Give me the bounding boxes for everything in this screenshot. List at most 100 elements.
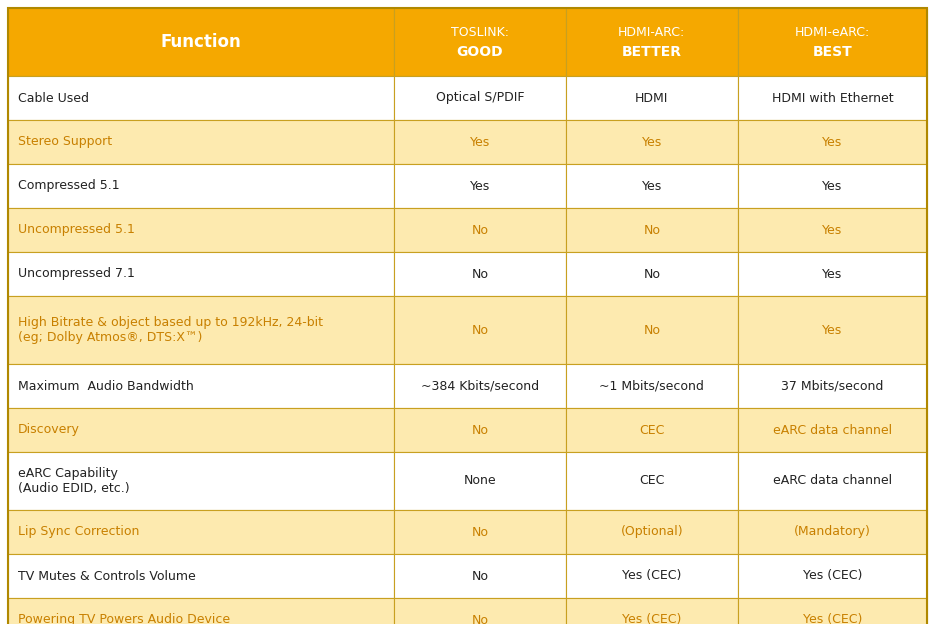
Bar [566,510,738,554]
Bar [566,120,738,164]
Text: CEC: CEC [639,474,665,487]
Text: Maximum  Audio Bandwidth: Maximum Audio Bandwidth [18,379,194,392]
Bar [8,164,394,208]
Bar [394,364,566,408]
Bar [738,120,927,164]
Text: CEC: CEC [639,424,665,437]
Bar [738,164,927,208]
Bar [394,8,566,76]
Text: No: No [471,424,488,437]
Bar [8,408,394,452]
Text: eARC data channel: eARC data channel [773,424,892,437]
Bar [8,554,394,598]
Text: TV Mutes & Controls Volume: TV Mutes & Controls Volume [18,570,195,582]
Bar [738,408,927,452]
Text: GOOD: GOOD [456,44,503,59]
Text: Yes: Yes [469,180,490,192]
Text: Uncompressed 7.1: Uncompressed 7.1 [18,268,135,281]
Bar [8,120,394,164]
Text: (Optional): (Optional) [621,525,683,539]
Text: BETTER: BETTER [622,44,682,59]
Bar [566,408,738,452]
Bar [394,296,566,364]
Text: No: No [471,268,488,281]
Bar [566,76,738,120]
Text: No: No [471,613,488,624]
Bar [738,554,927,598]
Bar [738,8,927,76]
Bar [8,452,394,510]
Bar [566,8,738,76]
Bar [738,208,927,252]
Text: HDMI-eARC:: HDMI-eARC: [795,26,870,39]
Bar [738,452,927,510]
Text: Yes: Yes [641,135,662,149]
Bar [566,452,738,510]
Text: Powering TV Powers Audio Device: Powering TV Powers Audio Device [18,613,230,624]
Text: Yes (CEC): Yes (CEC) [622,613,682,624]
Bar [566,164,738,208]
Text: None: None [464,474,496,487]
Text: High Bitrate & object based up to 192kHz, 24-bit
(eg; Dolby Atmos®, DTS:X™): High Bitrate & object based up to 192kHz… [18,316,323,344]
Text: Yes (CEC): Yes (CEC) [802,613,862,624]
Bar [8,598,394,624]
Bar [394,452,566,510]
Text: Yes: Yes [822,323,842,336]
Text: Yes: Yes [822,180,842,192]
Bar [8,364,394,408]
Bar [8,76,394,120]
Text: Function: Function [161,33,241,51]
Bar [8,208,394,252]
Bar [738,598,927,624]
Text: eARC Capability
(Audio EDID, etc.): eARC Capability (Audio EDID, etc.) [18,467,130,495]
Text: HDMI with Ethernet: HDMI with Ethernet [771,92,893,104]
Text: No: No [471,223,488,236]
Bar [394,598,566,624]
Bar [8,8,394,76]
Bar [394,252,566,296]
Text: Uncompressed 5.1: Uncompressed 5.1 [18,223,135,236]
Text: ~1 Mbits/second: ~1 Mbits/second [599,379,704,392]
Bar [394,120,566,164]
Text: Cable Used: Cable Used [18,92,89,104]
Text: Stereo Support: Stereo Support [18,135,112,149]
Bar [394,76,566,120]
Bar [394,164,566,208]
Text: ~384 Kbits/second: ~384 Kbits/second [421,379,539,392]
Bar [394,554,566,598]
Bar [738,252,927,296]
Text: Yes (CEC): Yes (CEC) [802,570,862,582]
Text: Yes: Yes [822,268,842,281]
Bar [738,76,927,120]
Text: TOSLINK:: TOSLINK: [451,26,509,39]
Bar [738,364,927,408]
Bar [566,252,738,296]
Text: (Mandatory): (Mandatory) [794,525,870,539]
Bar [8,510,394,554]
Text: No: No [643,268,660,281]
Text: Lip Sync Correction: Lip Sync Correction [18,525,139,539]
Text: Discovery: Discovery [18,424,79,437]
Bar [566,296,738,364]
Text: Optical S/PDIF: Optical S/PDIF [436,92,525,104]
Text: Yes: Yes [641,180,662,192]
Text: HDMI: HDMI [635,92,669,104]
Bar [394,408,566,452]
Text: No: No [471,323,488,336]
Text: HDMI-ARC:: HDMI-ARC: [618,26,685,39]
Text: Compressed 5.1: Compressed 5.1 [18,180,120,192]
Text: Yes: Yes [822,135,842,149]
Text: Yes: Yes [822,223,842,236]
Bar [566,554,738,598]
Bar [566,208,738,252]
Bar [738,510,927,554]
Bar [8,296,394,364]
Text: No: No [471,570,488,582]
Text: Yes (CEC): Yes (CEC) [622,570,682,582]
Bar [566,598,738,624]
Text: No: No [643,323,660,336]
Text: No: No [471,525,488,539]
Bar [394,510,566,554]
Text: No: No [643,223,660,236]
Bar [738,296,927,364]
